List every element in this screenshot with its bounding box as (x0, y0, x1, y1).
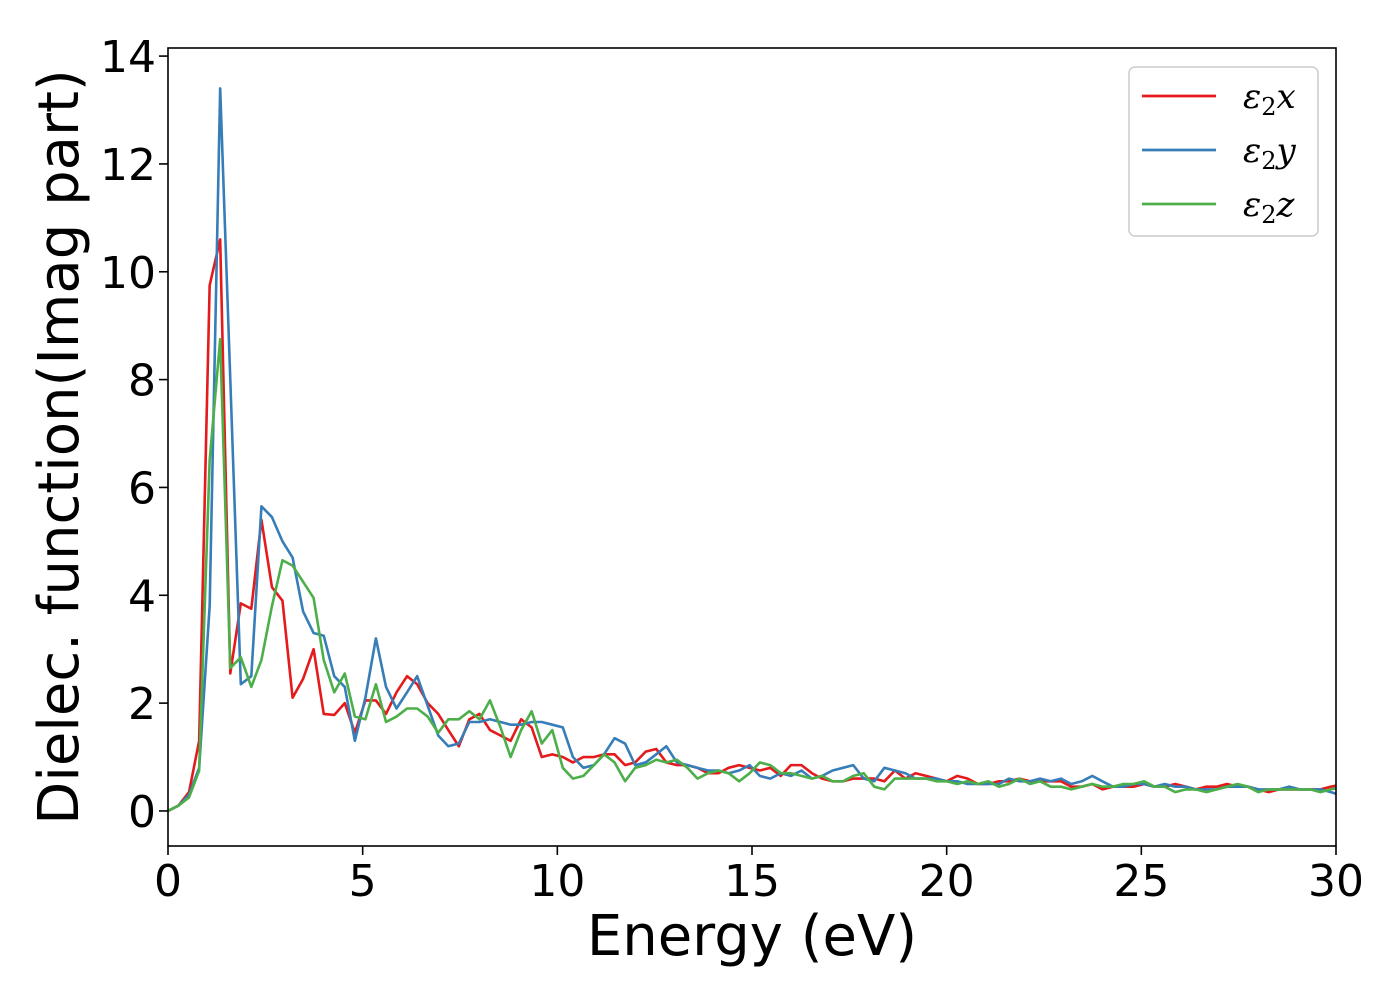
x-axis-ticks: 0 5 10 15 20 25 30 (154, 846, 1364, 907)
x-tick-label: 5 (349, 856, 377, 907)
legend-box (1128, 66, 1319, 237)
series-layer (168, 87, 1336, 813)
legend-label-base: ε (1243, 185, 1261, 225)
y-tick-label: 2 (128, 679, 156, 730)
y-tick-label: 10 (100, 248, 156, 299)
y-tick-label: 14 (100, 32, 156, 83)
y-tick-label: 8 (128, 356, 156, 407)
x-tick-label: 20 (919, 856, 975, 907)
x-tick-label: 10 (529, 856, 585, 907)
legend-label-x: ε2x (1243, 77, 1296, 121)
y-tick-label: 0 (128, 787, 156, 838)
y-tick-label: 4 (128, 571, 156, 622)
legend-label-base: ε (1243, 77, 1261, 117)
legend-label-suffix: x (1277, 77, 1296, 117)
legend-label-z: ε2z (1243, 185, 1296, 229)
legend-label-subscript: 2 (1261, 93, 1276, 121)
y-axis-ticks: 0 2 4 6 8 10 12 14 (100, 32, 168, 838)
legend-label-subscript: 2 (1261, 201, 1276, 229)
legend-label-base: ε (1243, 131, 1261, 171)
y-axis-label: Dielec. function(Imag part) (27, 69, 92, 825)
x-axis-label: Energy (eV) (587, 904, 917, 969)
series-line-z (168, 337, 1336, 813)
legend-label-suffix: y (1275, 131, 1297, 171)
legend-label-suffix: z (1276, 185, 1296, 225)
y-tick-label: 12 (100, 140, 156, 191)
legend-label-subscript: 2 (1261, 147, 1276, 175)
x-tick-label: 0 (154, 856, 182, 907)
legend-label-y: ε2y (1243, 131, 1297, 175)
x-tick-label: 15 (724, 856, 780, 907)
y-tick-label: 6 (128, 463, 156, 514)
x-tick-label: 25 (1113, 856, 1169, 907)
x-tick-label: 30 (1308, 856, 1364, 907)
series-line-y (168, 87, 1336, 813)
